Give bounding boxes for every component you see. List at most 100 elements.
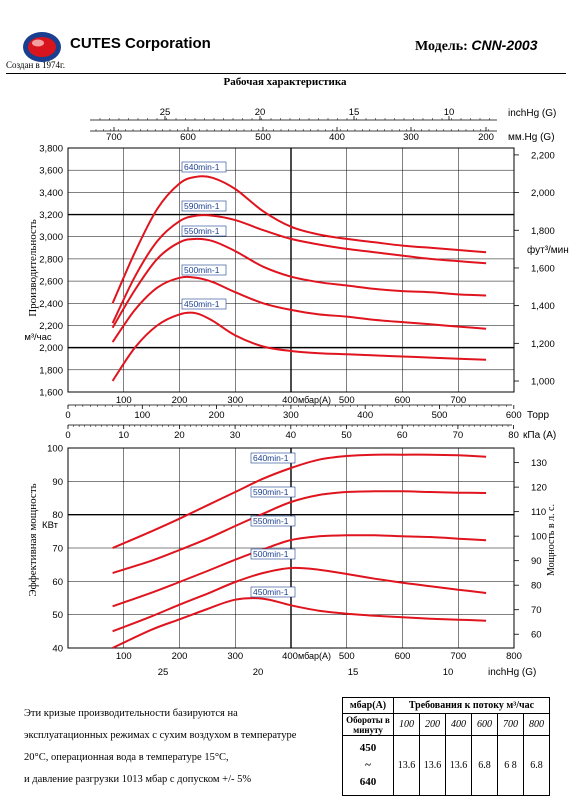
kpa-tick-label: 60 [397, 430, 408, 441]
power-y-tick-label: 60 [52, 577, 63, 588]
cfm-tick-label: 1,600 [531, 263, 555, 274]
flow-y-tick-label: 3,000 [39, 232, 63, 243]
power-y-tick-label: 40 [52, 644, 63, 655]
table-pressure-cell: 200 [419, 713, 446, 736]
table-value-cell: 13.6 [419, 735, 446, 796]
mmhg-axis-label: мм.Hg (G) [508, 132, 555, 143]
table-value-cell: 6 8 [497, 735, 524, 796]
flow-requirements-table: мбар(A) Требования к потоку м³/час Оборо… [342, 697, 550, 796]
power-x-tick-label: 400 [282, 651, 298, 662]
hp-tick-label: 70 [531, 605, 542, 616]
founded-note: Создан в 1974г. [6, 60, 65, 70]
flow-curve-640min-1 [111, 175, 487, 304]
model-heading: Модель: CNN-2003 [415, 37, 537, 55]
power-series-label-box [250, 586, 296, 598]
cfm-tick-label: 1,000 [531, 377, 555, 388]
torr-tick-label: 100 [134, 410, 150, 421]
rpm-min: 450 [359, 742, 377, 754]
flow-x-tick-label: 300 [227, 395, 243, 406]
title-divider [6, 73, 566, 74]
power-y-tick-label: 50 [52, 610, 63, 621]
mmhg-tick-label: 600 [180, 132, 196, 143]
power-y-tick-label: 70 [52, 544, 63, 555]
flow-series-label: 590min-1 [184, 201, 220, 211]
flow-series-label: 640min-1 [184, 162, 220, 172]
flow-y-tick-label: 3,600 [39, 166, 63, 177]
flow-series-label: 550min-1 [184, 226, 220, 236]
mmhg-tick-label: 700 [106, 132, 122, 143]
table-value-cell: 13.6 [393, 735, 420, 796]
mmhg-tick-label: 400 [329, 132, 345, 143]
kpa-tick-label: 70 [453, 430, 464, 441]
hp-tick-label: 100 [531, 532, 547, 543]
hp-tick-label: 110 [531, 507, 546, 518]
power-curve-500min-1 [112, 566, 487, 633]
table-value-cell: 6.8 [523, 735, 550, 796]
logo-highlight-icon [32, 39, 44, 47]
mmhg-tick-label: 500 [255, 132, 271, 143]
power-inchhg-tick-label: 10 [443, 667, 454, 678]
power-series-label: 590min-1 [253, 487, 289, 497]
hp-tick-label: 90 [531, 556, 542, 567]
inchhg-tick-label: 15 [349, 107, 360, 118]
flow-y-tick-label: 1,600 [39, 388, 63, 399]
note-line: эксплуатационных режимах с сухим воздухо… [24, 730, 297, 741]
power-series-label-box [250, 452, 296, 464]
power-series-label-box [250, 486, 296, 498]
power-y-tick-label: 100 [47, 444, 63, 455]
kpa-tick-label: 10 [118, 430, 129, 441]
table-pressure-cell: 700 [497, 713, 524, 736]
performance-charts: 25 20 15 10 inchHg (G)700 600 500 400 300 200 мм.H… [24, 107, 569, 679]
mmhg-tick-label: 200 [478, 132, 494, 143]
table-pressure-header: мбар(A) [342, 697, 394, 714]
flow-curve-590min-1 [111, 214, 487, 324]
flow-y-tick-label: 2,000 [39, 343, 63, 354]
cfm-axis-label: фут³/мин [527, 244, 569, 256]
table-pressure-cell: 100 [393, 713, 420, 736]
sheet-title: Рабочая характеристика [223, 76, 347, 88]
conditions-note: Эти кризые производительности базируются… [24, 703, 334, 791]
inchhg-tick-label: 20 [255, 107, 266, 118]
table-value-cell: 6.8 [471, 735, 498, 796]
kpa-tick-label: 20 [174, 430, 185, 441]
power-y-unit-label: КВт [42, 520, 59, 531]
power-series-label-box [250, 548, 296, 560]
torr-tick-label: 400 [357, 410, 373, 421]
rpm-max: 640 [359, 776, 377, 788]
power-x-tick-label: 600 [395, 651, 411, 662]
mmhg-tick-label: 300 [403, 132, 419, 143]
power-series-label-box [250, 515, 296, 527]
power-y-axis-label: Эффективная мощность [27, 483, 39, 596]
flow-x-tick-label: 400 [282, 395, 298, 406]
table-pressure-cell: 400 [445, 713, 472, 736]
note-line: и давление разгрузки 1013 мбар с допуско… [24, 774, 252, 785]
power-chart: 40 50 60 70 80 90 100 60 70 80 90 100 110 120 130 Мощно… [27, 444, 557, 679]
power-x-tick-label: 800 [506, 651, 522, 662]
power-y-tick-label: 80 [52, 510, 63, 521]
flow-y-tick-label: 2,400 [39, 299, 63, 310]
model-value: CNN-2003 [471, 37, 538, 53]
inchhg-tick-label: 25 [160, 107, 171, 118]
power-series-label: 450min-1 [253, 587, 289, 597]
power-x-tick-label: 300 [227, 651, 243, 662]
flow-series-label: 500min-1 [184, 265, 220, 275]
power-x-inline-label: мбар(A) [298, 651, 331, 661]
power-inchhg-tick-label: 15 [348, 667, 359, 678]
kpa-tick-label: 30 [230, 430, 241, 441]
flow-series-label-box [181, 200, 227, 212]
kpa-axis-label: кПа (A) [523, 430, 556, 441]
flow-y-tick-label: 3,400 [39, 188, 63, 199]
torr-axis-label: Торр [527, 410, 549, 421]
flow-y-tick-label: 2,800 [39, 254, 63, 265]
table-flow-header: Требования к потоку м³/час [393, 697, 550, 714]
company-logo [23, 32, 61, 62]
cfm-tick-label: 1,400 [531, 301, 555, 312]
flow-series-label-box [181, 161, 227, 173]
hp-axis-label: Мощность в л. с. [546, 504, 557, 576]
flow-x-tick-label: 600 [395, 395, 411, 406]
hp-tick-label: 120 [531, 483, 547, 494]
torr-tick-label: 500 [432, 410, 448, 421]
kpa-tick-label: 0 [65, 430, 70, 441]
flow-series-label-box [181, 298, 227, 310]
kpa-tick-label: 40 [286, 430, 297, 441]
